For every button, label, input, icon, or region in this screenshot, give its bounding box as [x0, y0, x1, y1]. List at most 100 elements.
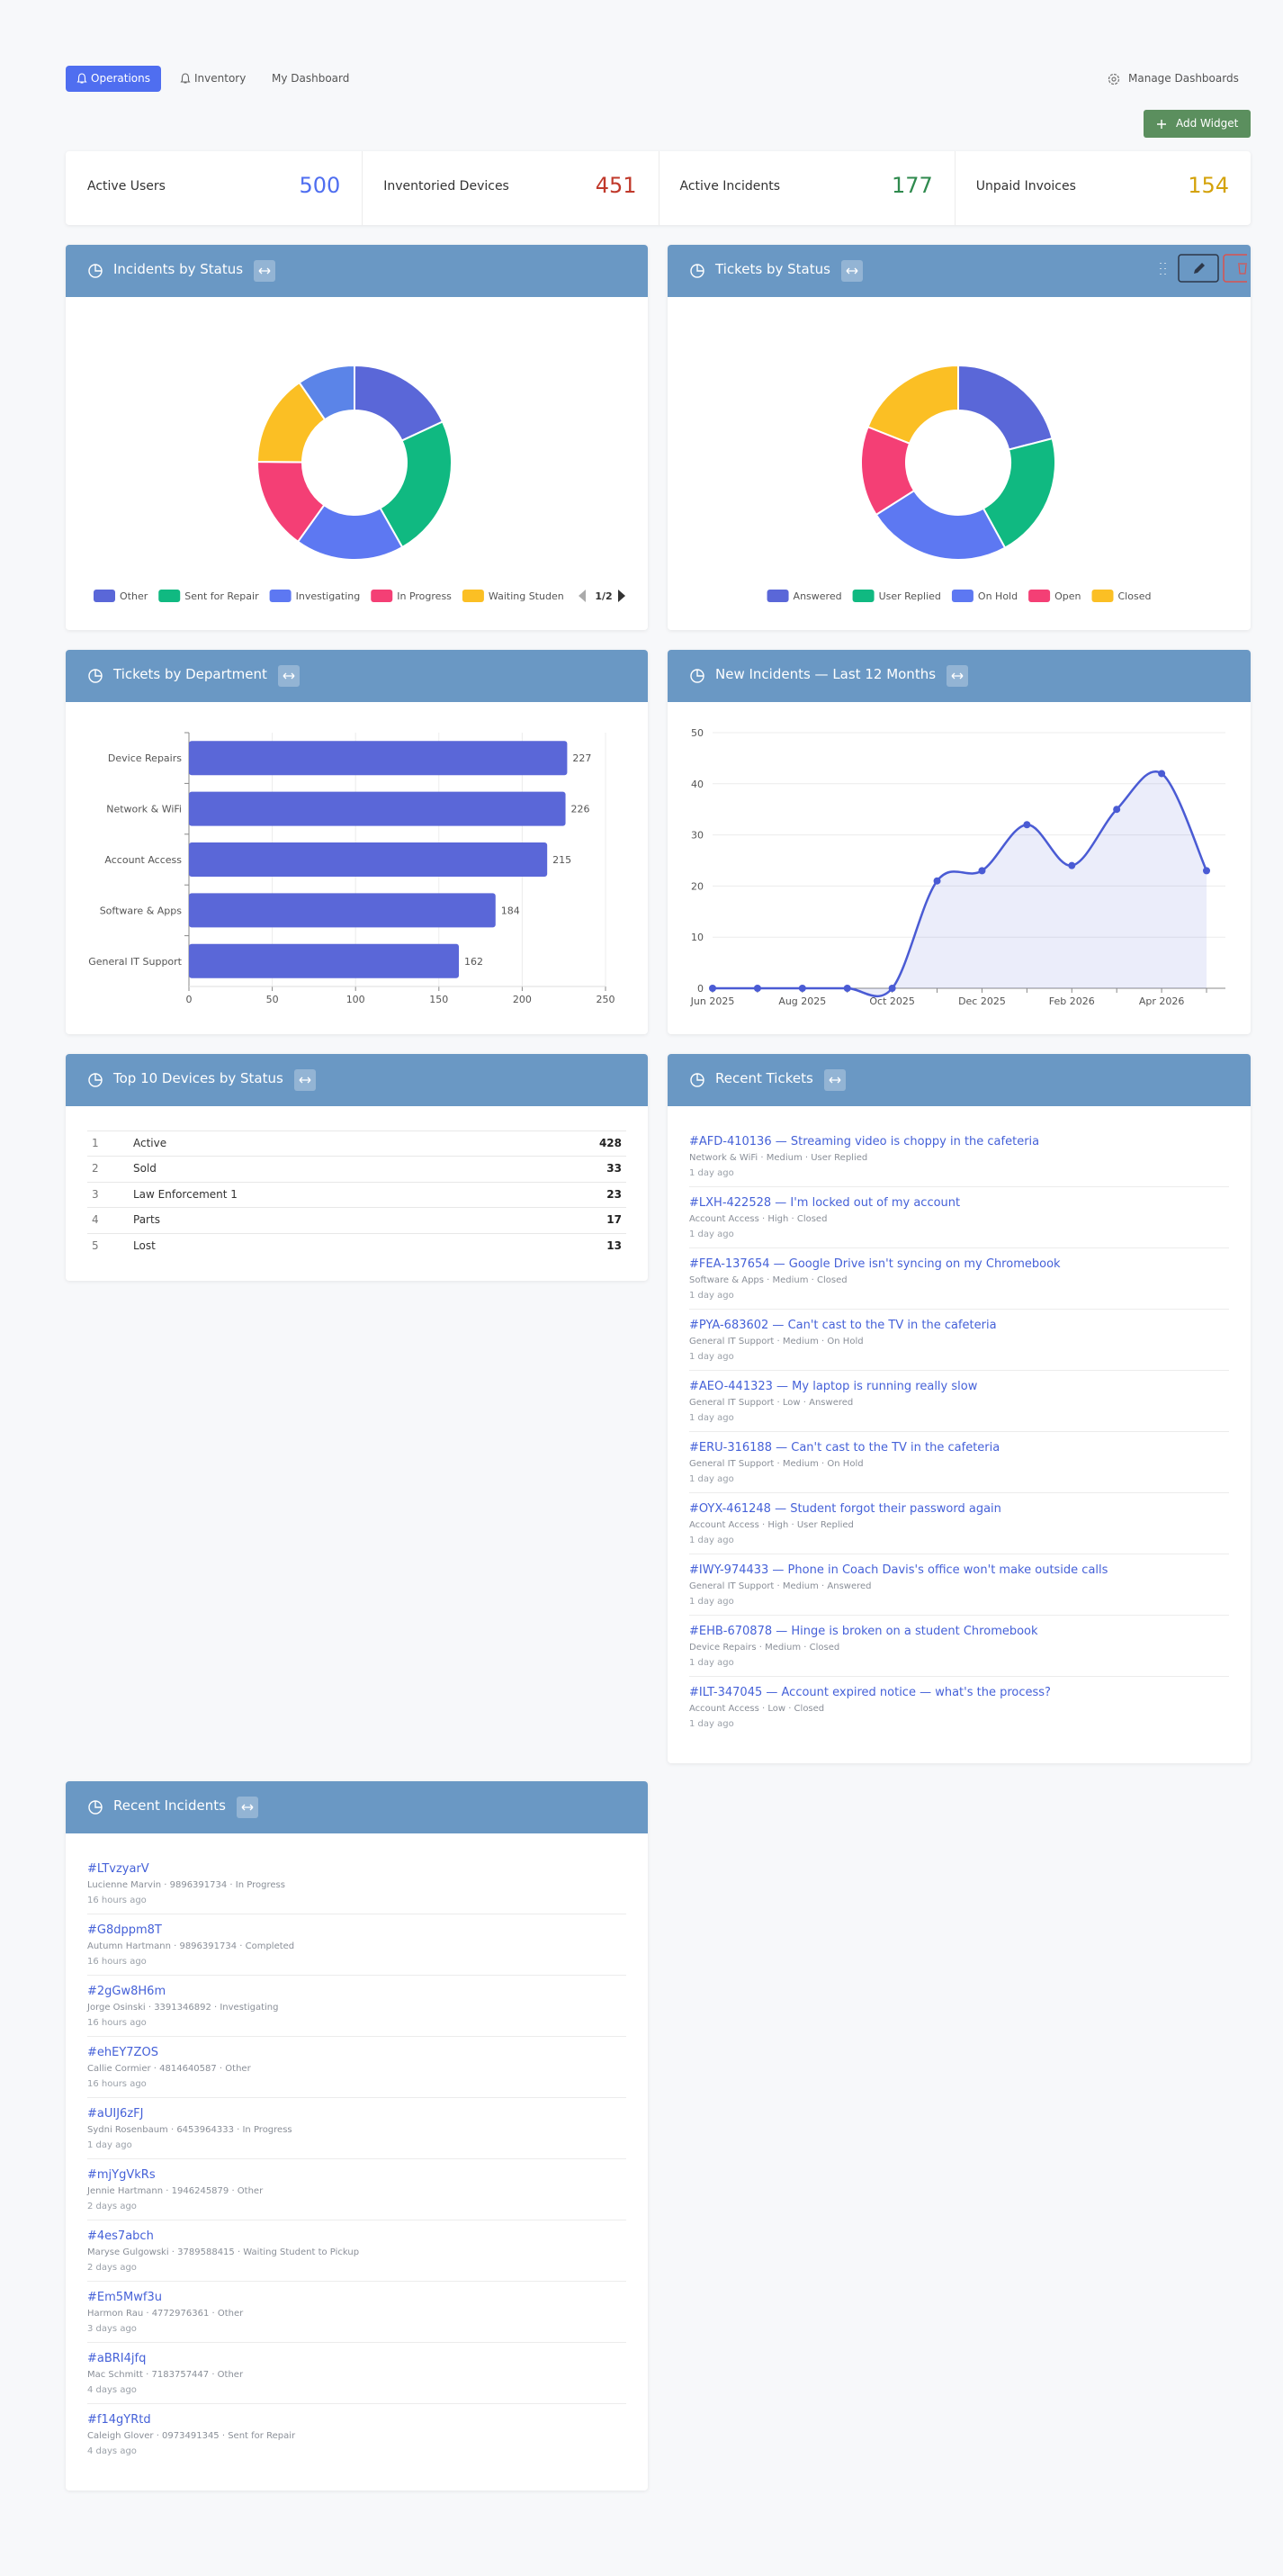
stat-value: 154 [1188, 173, 1229, 198]
value-label: 226 [571, 804, 590, 815]
legend-swatch [951, 590, 973, 602]
expand-button[interactable] [254, 260, 276, 282]
row-name: Lost [133, 1238, 156, 1252]
widget-icon [88, 1073, 103, 1087]
widget-icon [690, 264, 704, 278]
legend-swatch [1091, 590, 1114, 602]
item-title[interactable]: #f14gYRtd [87, 2413, 151, 2427]
item-meta: Account Access · High · Closed [689, 1214, 828, 1224]
item-title[interactable]: #LXH-422528 — I'm locked out of my accou… [689, 1196, 961, 1210]
item-separator [689, 1247, 1229, 1248]
value-label: 184 [501, 905, 520, 916]
item-separator [87, 2097, 626, 2098]
item-title[interactable]: #2gGw8H6m [87, 1985, 166, 1998]
item-title[interactable]: #AFD-410136 — Streaming video is choppy … [689, 1135, 1040, 1148]
expand-button[interactable] [277, 665, 300, 687]
item-time: 16 hours ago [87, 2079, 147, 2089]
edit-button[interactable] [1178, 254, 1219, 283]
add-widget-button[interactable]: Add Widget [1144, 110, 1251, 138]
point [888, 985, 896, 992]
item-separator [87, 2036, 626, 2037]
legend-prev[interactable] [579, 590, 586, 602]
row-count: 23 [606, 1187, 622, 1201]
manage-dashboards[interactable]: Manage Dashboards [1107, 70, 1251, 88]
legend: Answered User Replied On Hold Open Closed [767, 590, 1151, 602]
item-title[interactable]: #PYA-683602 — Can't cast to the TV in th… [689, 1319, 997, 1332]
expand-button[interactable] [840, 260, 863, 282]
legend-page: 1/2 [595, 590, 612, 602]
widget-icon [88, 669, 103, 683]
item-title[interactable]: #ILT-347045 — Account expired notice — w… [689, 1686, 1051, 1699]
my-dashboard-tab[interactable]: My Dashboard [272, 66, 362, 92]
item-separator [689, 1492, 1229, 1493]
plus-icon [1157, 120, 1166, 129]
row-border [87, 1207, 626, 1209]
stat-divider [954, 151, 956, 225]
item-title[interactable]: #FEA-137654 — Google Drive isn't syncing… [689, 1257, 1061, 1271]
legend-next[interactable] [618, 590, 625, 602]
stat-value: 177 [891, 173, 933, 198]
item-title[interactable]: #Em5Mwf3u [87, 2291, 162, 2304]
item-title[interactable]: #AEO-441323 — My laptop is running reall… [689, 1380, 978, 1393]
widget-card: Tickets by Department 0 50 100 150 200 250 Devi… [66, 650, 648, 1034]
expand-button[interactable] [293, 1069, 316, 1091]
item-title[interactable]: #ehEY7ZOS [87, 2046, 158, 2059]
stat-label: Inventoried Devices [383, 179, 509, 194]
item-time: 3 days ago [87, 2324, 137, 2334]
item-title[interactable]: #OYX-461248 — Student forgot their passw… [689, 1502, 1001, 1516]
stat-label: Active Users [87, 179, 166, 194]
y-tick-label: Network & WiFi [106, 804, 182, 815]
widget-header: New Incidents — Last 12 Months [668, 650, 1251, 702]
item-title[interactable]: #mjYgVkRs [87, 2168, 156, 2182]
widget-title: Tickets by Status [715, 261, 830, 277]
expand-button[interactable] [823, 1069, 846, 1091]
expand-button[interactable] [947, 665, 969, 687]
item-time: 1 day ago [689, 1413, 734, 1423]
item-time: 4 days ago [87, 2446, 137, 2456]
item-title[interactable]: #G8dppm8T [87, 1923, 162, 1937]
item-separator [87, 1975, 626, 1976]
item-meta: Network & WiFi · Medium · User Replied [689, 1153, 868, 1163]
item-time: 1 day ago [689, 1597, 734, 1607]
row-name: Active [133, 1137, 167, 1149]
legend-label: Investigating [296, 590, 361, 602]
item-separator [87, 2158, 626, 2159]
legend-label: Waiting Student to Pickup [489, 590, 616, 602]
row-count: 33 [606, 1162, 622, 1175]
item-title[interactable]: #LTvzyarV [87, 1862, 149, 1876]
item-title[interactable]: #4es7abch [87, 2229, 154, 2243]
bar [189, 943, 460, 978]
y-tick-label: 40 [691, 779, 704, 790]
line-area [713, 771, 1207, 996]
y-tick-label: 30 [691, 830, 704, 842]
item-title[interactable]: #aUIJ6zFJ [87, 2107, 144, 2121]
item-separator [87, 2403, 626, 2404]
row-name: Sold [133, 1162, 157, 1175]
point [753, 985, 761, 992]
x-tick-label: 50 [266, 994, 279, 1005]
item-title[interactable]: #aBRI4jfq [87, 2352, 147, 2365]
donut-slice [866, 364, 959, 445]
item-separator [689, 1309, 1229, 1310]
inventory-tab[interactable]: Inventory [176, 66, 257, 92]
item-time: 1 day ago [689, 1474, 734, 1484]
widget-card: Tickets by Status Answered User Replied On … [668, 245, 1251, 630]
row-rank: 4 [92, 1213, 99, 1227]
delete-button[interactable] [1223, 254, 1247, 283]
point [843, 985, 851, 992]
item-time: 1 day ago [689, 1536, 734, 1545]
operations-tab[interactable]: Operations [66, 66, 161, 92]
item-title[interactable]: #IWY-974433 — Phone in Coach Davis's off… [689, 1563, 1108, 1577]
legend-swatch [1028, 590, 1051, 602]
value-label: 215 [552, 854, 571, 866]
item-title[interactable]: #EHB-670878 — Hinge is broken on a stude… [689, 1625, 1038, 1638]
widget-card: Top 10 Devices by Status 1 Active 428 2 Sold 3… [66, 1054, 648, 1281]
x-tick-label: 0 [186, 994, 193, 1005]
item-time: 1 day ago [689, 1352, 734, 1362]
item-meta: Autumn Hartmann · 9896391734 · Completed [87, 1941, 295, 1951]
item-title[interactable]: #ERU-316188 — Can't cast to the TV in th… [689, 1441, 1000, 1455]
row-border [87, 1181, 626, 1183]
expand-button[interactable] [236, 1797, 258, 1818]
stat-label: Unpaid Invoices [975, 179, 1076, 194]
delete-icon [1238, 263, 1247, 275]
